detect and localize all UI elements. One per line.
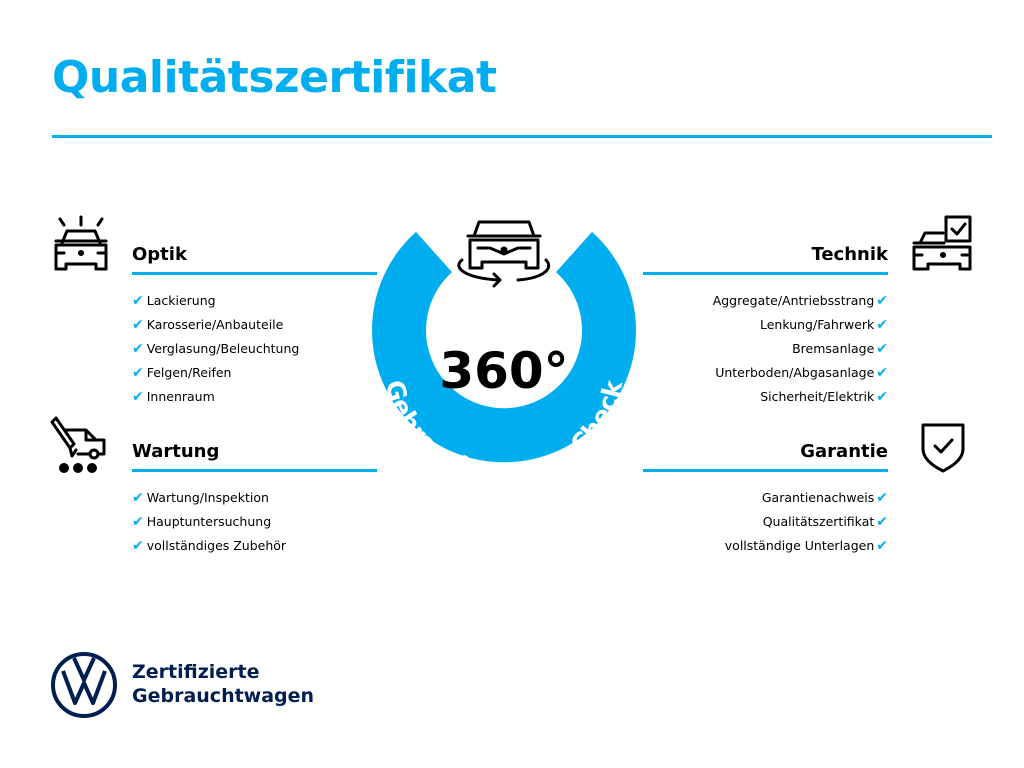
list-item: Qualitätszertifikat ✔	[762, 514, 888, 530]
car-checkbox-icon	[912, 215, 972, 271]
list-item: ✔ Lackierung	[132, 293, 216, 309]
check-icon: ✔	[876, 538, 888, 554]
check-icon: ✔	[876, 389, 888, 405]
check-icon: ✔	[132, 341, 144, 357]
list-item: vollständige Unterlagen ✔	[724, 538, 888, 554]
title-divider	[52, 135, 992, 138]
section-wartung: Wartung ✔ Wartung/Inspektion ✔ Hauptunters…	[132, 441, 377, 558]
check-icon: ✔	[876, 490, 888, 506]
car-rotate-icon	[457, 220, 551, 288]
badge-ring	[372, 231, 636, 463]
list-item: ✔ Karosserie/Anbauteile	[132, 317, 284, 333]
section-title: Wartung	[132, 441, 377, 472]
list-item: ✔ Felgen/Reifen	[132, 365, 232, 381]
list-item: Bremsanlage ✔	[792, 341, 888, 357]
check-360-badge: 360° Gebrauchtwagen-Check	[372, 220, 636, 489]
list-item: Lenkung/Fahrwerk ✔	[760, 317, 888, 333]
section-garantie: Garantie Garantienachweis ✔ Qualitätszert…	[643, 441, 888, 558]
section-title: Garantie	[643, 441, 888, 472]
service-van-icon	[50, 416, 106, 473]
check-icon: ✔	[132, 293, 144, 309]
check-icon: ✔	[132, 389, 144, 405]
car-lights-icon	[54, 215, 108, 271]
check-icon: ✔	[876, 293, 888, 309]
vw-logo	[51, 652, 117, 718]
section-title: Technik	[643, 244, 888, 275]
check-icon: ✔	[876, 365, 888, 381]
badge-value: 360°	[439, 342, 568, 400]
check-icon: ✔	[876, 514, 888, 530]
list-item: ✔ vollständiges Zubehör	[132, 538, 287, 554]
check-icon: ✔	[132, 365, 144, 381]
page-title: Qualitätszertifikat	[52, 52, 497, 103]
check-icon: ✔	[132, 538, 144, 554]
list-item: ✔ Innenraum	[132, 389, 215, 405]
list-item: ✔ Verglasung/Beleuchtung	[132, 341, 300, 357]
check-icon: ✔	[876, 341, 888, 357]
list-item: Sicherheit/Elektrik ✔	[760, 389, 888, 405]
list-item: ✔ Hauptuntersuchung	[132, 514, 272, 530]
section-technik: Technik Aggregate/Antriebsstrang ✔ Lenkun…	[643, 244, 888, 409]
check-icon: ✔	[132, 514, 144, 530]
check-icon: ✔	[876, 317, 888, 333]
check-icon: ✔	[132, 490, 144, 506]
shield-check-icon	[921, 423, 965, 473]
brand-text: Zertifizierte Gebrauchtwagen	[132, 661, 315, 707]
section-optik: Optik ✔ Lackierung ✔ Karosserie/Anbauteile…	[132, 244, 377, 409]
list-item: ✔ Wartung/Inspektion	[132, 490, 269, 506]
section-title: Optik	[132, 244, 377, 275]
list-item: Unterboden/Abgasanlage ✔	[715, 365, 888, 381]
check-icon: ✔	[132, 317, 144, 333]
list-item: Garantienachweis ✔	[761, 490, 888, 506]
list-item: Aggregate/Antriebsstrang ✔	[712, 293, 888, 309]
